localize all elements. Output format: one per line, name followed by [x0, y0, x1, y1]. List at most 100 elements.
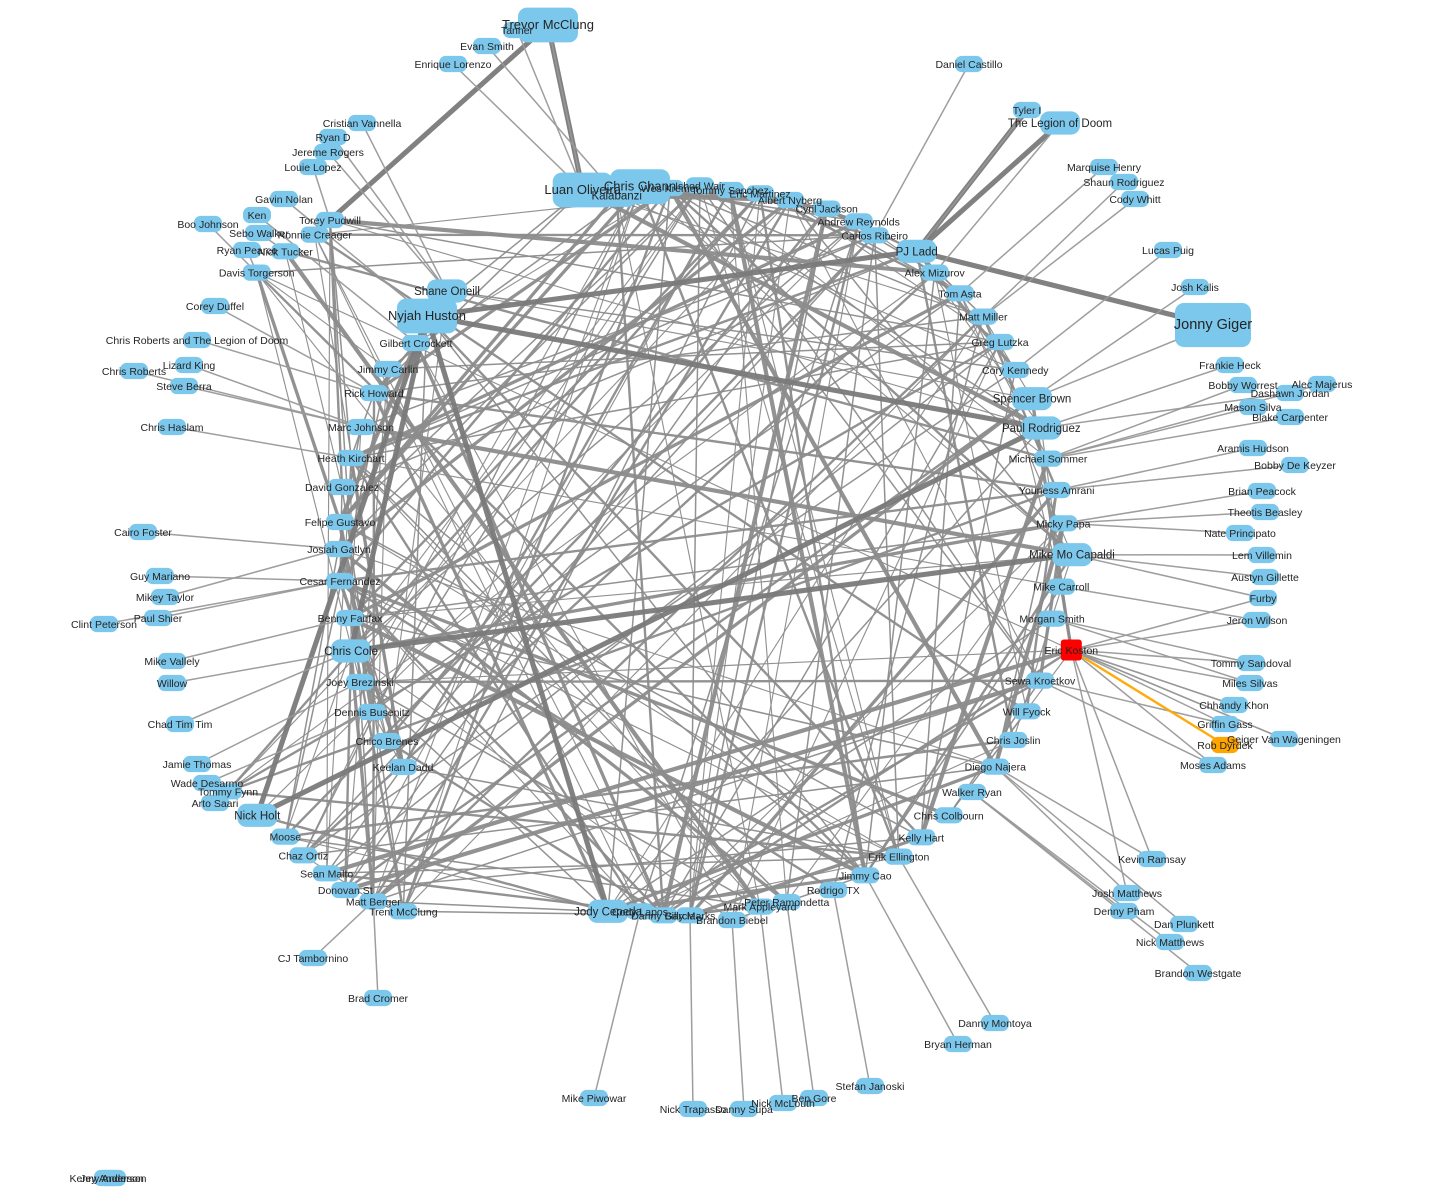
- svg-text:Tommy Fynn: Tommy Fynn: [198, 786, 258, 798]
- svg-text:Kevin Ramsay: Kevin Ramsay: [1118, 854, 1186, 866]
- svg-text:Clint Peterson: Clint Peterson: [71, 619, 137, 631]
- svg-text:Furby: Furby: [1250, 593, 1278, 605]
- svg-text:Benny Fairfax: Benny Fairfax: [318, 613, 384, 625]
- svg-text:Willow: Willow: [157, 678, 188, 690]
- svg-text:Chris Haslam: Chris Haslam: [140, 422, 203, 434]
- svg-text:Cyril Jackson: Cyril Jackson: [795, 204, 858, 216]
- svg-text:Arto Saari: Arto Saari: [192, 798, 239, 810]
- svg-text:Jody Cepeda: Jody Cepeda: [574, 906, 642, 918]
- svg-text:The Legion of Doom: The Legion of Doom: [1008, 118, 1112, 130]
- svg-text:Youness Amrani: Youness Amrani: [1019, 485, 1095, 497]
- svg-text:Andrew Reynolds: Andrew Reynolds: [818, 216, 900, 228]
- svg-text:Mark Appleyard: Mark Appleyard: [724, 902, 797, 914]
- svg-text:Spencer Brown: Spencer Brown: [993, 394, 1072, 406]
- svg-text:Chris Roberts and The Legion o: Chris Roberts and The Legion of Doom: [106, 335, 289, 347]
- svg-text:Matt Miller: Matt Miller: [959, 312, 1008, 324]
- svg-text:Micky Papa: Micky Papa: [1036, 518, 1090, 530]
- svg-text:PJ Ladd: PJ Ladd: [896, 246, 938, 258]
- svg-text:Chico Brenes: Chico Brenes: [355, 736, 418, 748]
- svg-text:Daniel Castillo: Daniel Castillo: [935, 59, 1002, 71]
- svg-text:Denny Pham: Denny Pham: [1094, 906, 1155, 918]
- svg-text:Shaun Rodriguez: Shaun Rodriguez: [1083, 177, 1164, 189]
- svg-text:Cory Kennedy: Cory Kennedy: [982, 365, 1049, 377]
- svg-text:Erik Ellington: Erik Ellington: [868, 852, 929, 864]
- svg-text:Josh Kalis: Josh Kalis: [1171, 282, 1219, 294]
- svg-text:Cesar Fernandez: Cesar Fernandez: [299, 576, 380, 588]
- svg-text:Cody Whitt: Cody Whitt: [1109, 194, 1160, 206]
- svg-text:Bryan Herman: Bryan Herman: [924, 1039, 992, 1051]
- svg-text:Josh Matthews: Josh Matthews: [1092, 888, 1162, 900]
- svg-text:Donovan St: Donovan St: [318, 885, 373, 897]
- svg-text:Will Fyock: Will Fyock: [1003, 706, 1052, 718]
- svg-text:Corey Duffel: Corey Duffel: [186, 301, 244, 313]
- svg-text:Walker Ryan: Walker Ryan: [942, 787, 1002, 799]
- svg-text:Dennis Busenitz: Dennis Busenitz: [334, 707, 410, 719]
- svg-text:Sewa Kroetkov: Sewa Kroetkov: [1005, 676, 1076, 688]
- svg-text:Gilbert Crockett: Gilbert Crockett: [380, 338, 453, 350]
- svg-text:Tyler I: Tyler I: [1013, 105, 1042, 117]
- svg-text:Chad Tim Tim: Chad Tim Tim: [148, 719, 213, 731]
- svg-text:Trevor McClung: Trevor McClung: [502, 17, 594, 32]
- svg-text:Morgan Smith: Morgan Smith: [1019, 614, 1085, 626]
- svg-text:Tommy Sandoval: Tommy Sandoval: [1211, 658, 1292, 670]
- svg-text:Jereme Rogers: Jereme Rogers: [292, 147, 364, 159]
- svg-text:CJ Tambornino: CJ Tambornino: [278, 953, 349, 965]
- svg-text:Brian Peacock: Brian Peacock: [1228, 486, 1296, 498]
- svg-text:Aramis Hudson: Aramis Hudson: [1217, 443, 1289, 455]
- svg-text:Nick Tucker: Nick Tucker: [258, 246, 313, 258]
- svg-text:Kelly Hart: Kelly Hart: [899, 832, 945, 844]
- svg-text:Moses Adams: Moses Adams: [1180, 760, 1246, 772]
- svg-text:Nick Matthews: Nick Matthews: [1136, 937, 1204, 949]
- svg-text:Cristian Vannella: Cristian Vannella: [323, 118, 402, 130]
- svg-text:Miles Silvas: Miles Silvas: [1222, 678, 1277, 690]
- svg-text:Jonny Giger: Jonny Giger: [1174, 317, 1252, 333]
- svg-text:Shane Oneill: Shane Oneill: [414, 286, 480, 298]
- svg-text:Carlos Ribeiro: Carlos Ribeiro: [841, 230, 908, 242]
- svg-text:Chris Colbourn: Chris Colbourn: [914, 810, 984, 822]
- svg-text:Greg Lutzka: Greg Lutzka: [971, 337, 1028, 349]
- svg-text:Blake Carpenter: Blake Carpenter: [1252, 412, 1328, 424]
- svg-text:Cairo Foster: Cairo Foster: [114, 527, 172, 539]
- svg-text:Jamie Thomas: Jamie Thomas: [163, 759, 232, 771]
- svg-text:Ronnie Creager: Ronnie Creager: [278, 230, 353, 242]
- svg-text:Lizard King: Lizard King: [163, 360, 216, 372]
- svg-text:Jey Anderson: Jey Anderson: [80, 1173, 144, 1185]
- svg-text:Rick Howard: Rick Howard: [344, 388, 404, 400]
- svg-text:Austyn Gillette: Austyn Gillette: [1231, 572, 1299, 584]
- svg-text:Marquise Henry: Marquise Henry: [1067, 162, 1142, 174]
- svg-text:Steve Berra: Steve Berra: [156, 381, 212, 393]
- svg-text:Alec Majerus: Alec Majerus: [1292, 379, 1353, 391]
- svg-text:Jimmy Cao: Jimmy Cao: [839, 870, 892, 882]
- svg-text:Dan Plunkett: Dan Plunkett: [1154, 919, 1214, 931]
- svg-text:Matt Berger: Matt Berger: [346, 896, 401, 908]
- svg-text:Danny Montoya: Danny Montoya: [958, 1018, 1032, 1030]
- svg-text:Jeron Wilson: Jeron Wilson: [1227, 615, 1288, 627]
- svg-text:Mike Carroll: Mike Carroll: [1033, 582, 1089, 594]
- svg-text:Lucas Puig: Lucas Puig: [1142, 245, 1194, 257]
- svg-text:Joey Brezinski: Joey Brezinski: [326, 677, 394, 689]
- svg-text:Felipe Gustavo: Felipe Gustavo: [305, 517, 376, 529]
- svg-text:Davis Torgerson: Davis Torgerson: [219, 268, 295, 280]
- svg-text:Mike Mo Capaldi: Mike Mo Capaldi: [1029, 550, 1115, 562]
- svg-text:Keelan Dadd: Keelan Dadd: [373, 762, 434, 774]
- svg-text:Moose: Moose: [270, 832, 302, 844]
- svg-text:Mike Piwowar: Mike Piwowar: [562, 1093, 627, 1105]
- svg-text:Nick Trapasso: Nick Trapasso: [660, 1104, 727, 1116]
- svg-text:Diego Najera: Diego Najera: [965, 762, 1026, 774]
- svg-text:Mike Vallely: Mike Vallely: [144, 656, 200, 668]
- svg-text:Bobby De Keyzer: Bobby De Keyzer: [1254, 460, 1336, 472]
- svg-text:Sean Malto: Sean Malto: [300, 868, 353, 880]
- svg-text:Frankie Heck: Frankie Heck: [1199, 360, 1262, 372]
- svg-text:Griffin Gass: Griffin Gass: [1197, 719, 1252, 731]
- svg-text:Louie Lopez: Louie Lopez: [284, 162, 341, 174]
- svg-text:Paul Rodriguez: Paul Rodriguez: [1002, 423, 1081, 435]
- svg-text:Evan Smith: Evan Smith: [460, 41, 514, 53]
- svg-text:Eric Koston: Eric Koston: [1044, 645, 1098, 657]
- svg-text:Nick Holt: Nick Holt: [234, 810, 281, 822]
- svg-text:Chris Roberts: Chris Roberts: [102, 366, 166, 378]
- svg-text:Alex Mizurov: Alex Mizurov: [905, 268, 966, 280]
- svg-text:David Gonzalez: David Gonzalez: [305, 482, 379, 494]
- svg-text:Guy Mariano: Guy Mariano: [130, 571, 190, 583]
- svg-text:Chris Joslin: Chris Joslin: [986, 735, 1040, 747]
- svg-text:Mikey Taylor: Mikey Taylor: [136, 592, 195, 604]
